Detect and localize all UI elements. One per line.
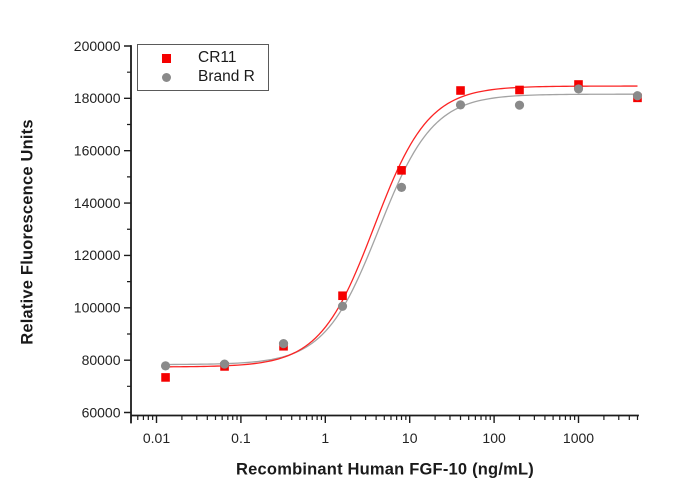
svg-text:1000: 1000 (563, 430, 594, 446)
circle-marker-icon (162, 72, 171, 82)
svg-text:0.01: 0.01 (143, 430, 170, 446)
curve-brand-r (163, 93, 638, 366)
legend-item-brand-r: Brand R (138, 68, 268, 87)
svg-text:100000: 100000 (74, 300, 121, 316)
svg-text:80000: 80000 (82, 352, 121, 368)
svg-text:0.1: 0.1 (231, 430, 251, 446)
series-brand-r-markers (160, 84, 643, 371)
y-tick-labels: 60000 80000 100000 120000 140000 160000 180000… (74, 38, 121, 420)
x-axis-title: Recombinant Human FGF-10 (ng/mL) (236, 460, 534, 479)
svg-text:60000: 60000 (82, 404, 121, 420)
legend-item-cr11: CR11 (138, 49, 268, 68)
svg-text:1: 1 (321, 430, 329, 446)
square-marker-icon (162, 53, 171, 63)
svg-text:140000: 140000 (74, 195, 121, 211)
svg-text:120000: 120000 (74, 247, 121, 263)
tick-marks (124, 45, 639, 423)
curve-cr11 (163, 85, 638, 368)
svg-text:180000: 180000 (74, 90, 121, 106)
x-tick-labels: 0.01 0.1 1 10 100 1000 (143, 430, 594, 446)
legend: CR11 Brand R (137, 44, 269, 91)
svg-text:10: 10 (402, 430, 418, 446)
y-axis-title: Relative Fluorescence Units (18, 119, 37, 345)
legend-label-cr11: CR11 (198, 49, 237, 66)
svg-text:100: 100 (482, 430, 506, 446)
svg-text:160000: 160000 (74, 143, 121, 159)
svg-text:200000: 200000 (74, 38, 121, 54)
legend-label-brand-r: Brand R (198, 68, 255, 85)
series-cr11-markers (161, 80, 642, 382)
